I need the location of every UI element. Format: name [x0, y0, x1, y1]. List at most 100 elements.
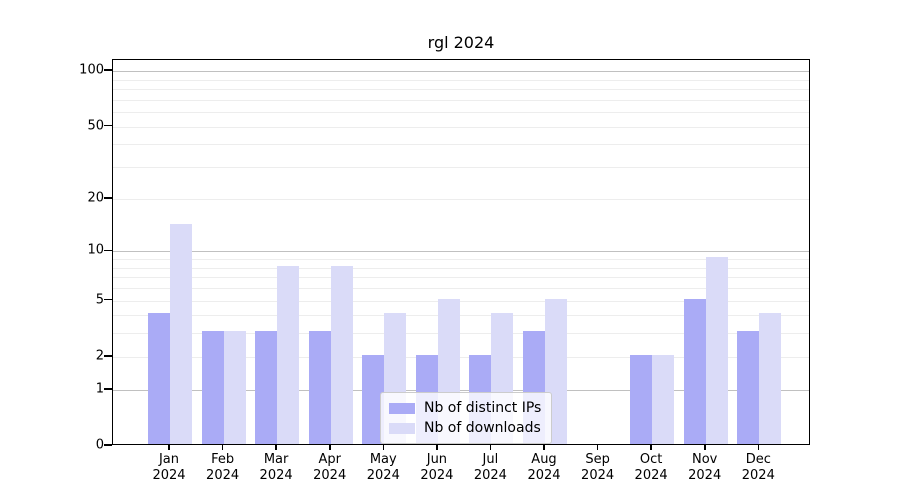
y-tick-mark	[104, 388, 112, 390]
legend-swatch-distinct-ips	[389, 402, 415, 414]
x-tick-month: Feb	[211, 452, 235, 467]
x-tick-label: Jun 2024	[402, 452, 472, 484]
bar-distinct-ips	[201, 331, 224, 444]
x-tick-label: Oct 2024	[616, 452, 686, 484]
bar-downloads	[223, 331, 246, 444]
x-tick-year: 2024	[366, 468, 400, 483]
x-tick-month: Dec	[745, 452, 771, 467]
minor-gridline	[113, 356, 809, 358]
x-tick-year: 2024	[688, 468, 722, 483]
x-tick-label: May 2024	[348, 452, 418, 484]
major-gridline	[113, 251, 809, 253]
x-tick-mark	[221, 445, 224, 450]
x-tick-label: Dec 2024	[723, 452, 793, 484]
y-tick-label: 100	[79, 62, 104, 78]
x-tick-mark	[489, 445, 492, 450]
y-tick-label: 0	[95, 437, 104, 453]
y-tick-mark	[104, 197, 112, 199]
x-tick-label: Mar 2024	[241, 452, 311, 484]
x-tick-mark	[382, 445, 384, 450]
major-gridline	[113, 71, 809, 73]
x-tick-label: Sep 2024	[563, 452, 633, 484]
x-tick-year: 2024	[527, 468, 561, 483]
x-tick-label: Jul 2024	[455, 452, 525, 484]
minor-gridline	[113, 315, 809, 317]
y-tick-mark	[104, 444, 112, 446]
x-tick-year: 2024	[313, 468, 347, 483]
legend-label: Nb of distinct IPs	[424, 400, 542, 416]
x-tick-month: Apr	[318, 452, 341, 467]
legend-row: Nb of distinct IPs	[389, 400, 541, 416]
bar-distinct-ips	[255, 331, 278, 444]
x-tick-month: Jan	[158, 452, 180, 467]
y-tick-label: 1	[95, 381, 104, 397]
bar-downloads	[652, 354, 675, 444]
legend-label: Nb of downloads	[424, 420, 541, 436]
minor-gridline	[113, 267, 809, 269]
x-tick-label: Aug 2024	[509, 452, 579, 484]
bar-downloads	[705, 257, 728, 444]
x-tick-month: Sep	[585, 452, 610, 467]
bar-downloads	[330, 265, 353, 444]
minor-gridline	[113, 167, 809, 169]
x-tick-year: 2024	[473, 468, 507, 483]
x-tick-label: Nov 2024	[670, 452, 740, 484]
x-tick-mark	[168, 445, 170, 450]
y-tick-label: 10	[87, 242, 104, 258]
x-tick-year: 2024	[420, 468, 454, 483]
y-tick-label: 50	[87, 118, 104, 134]
x-tick-mark	[275, 445, 277, 450]
y-tick-label: 5	[95, 292, 104, 307]
bar-distinct-ips	[362, 354, 385, 444]
major-gridline	[113, 389, 809, 391]
x-tick-mark	[436, 445, 438, 450]
bar-downloads	[759, 313, 782, 444]
minor-gridline	[113, 99, 809, 101]
legend: Nb of distinct IPs Nb of downloads	[380, 392, 553, 444]
x-tick-year: 2024	[206, 468, 240, 483]
bar-distinct-ips	[148, 313, 170, 444]
x-tick-year: 2024	[581, 468, 615, 483]
x-tick-mark	[757, 445, 759, 450]
y-tick-mark	[104, 355, 112, 357]
x-tick-month: Aug	[531, 452, 557, 467]
x-tick-mark	[543, 445, 545, 450]
minor-gridline	[113, 79, 809, 81]
x-tick-mark	[596, 445, 599, 450]
x-tick-month: Jun	[426, 452, 448, 467]
x-tick-month: Mar	[263, 452, 289, 467]
x-tick-month: May	[369, 452, 397, 467]
minor-gridline	[113, 259, 809, 260]
x-tick-year: 2024	[741, 468, 775, 483]
minor-gridline	[113, 112, 809, 114]
y-tick-label: 20	[87, 190, 104, 206]
y-tick-label: 2	[95, 348, 104, 364]
x-tick-mark	[704, 445, 706, 450]
x-tick-year: 2024	[634, 468, 668, 483]
legend-swatch-downloads	[389, 422, 415, 434]
minor-gridline	[113, 126, 809, 128]
x-tick-year: 2024	[259, 468, 293, 483]
minor-gridline	[113, 300, 809, 302]
y-tick-mark	[104, 69, 112, 71]
y-tick-mark	[104, 249, 112, 251]
minor-gridline	[113, 144, 809, 146]
bar-distinct-ips	[737, 331, 760, 444]
minor-gridline	[113, 198, 809, 200]
x-tick-month: Oct	[639, 452, 663, 467]
x-tick-year: 2024	[152, 468, 186, 483]
x-tick-mark	[329, 445, 331, 450]
bar-distinct-ips	[630, 354, 653, 444]
x-tick-label: Feb 2024	[188, 452, 258, 484]
legend-row: Nb of downloads	[389, 420, 541, 436]
bar-downloads	[170, 224, 192, 444]
minor-gridline	[113, 288, 809, 289]
y-tick-mark	[104, 298, 112, 301]
bar-distinct-ips	[683, 298, 706, 444]
x-tick-month: Jul	[482, 452, 499, 467]
minor-gridline	[113, 277, 809, 279]
plot-area: Nb of distinct IPs Nb of downloads	[112, 59, 810, 445]
x-tick-mark	[650, 445, 652, 450]
bar-distinct-ips	[308, 331, 331, 444]
